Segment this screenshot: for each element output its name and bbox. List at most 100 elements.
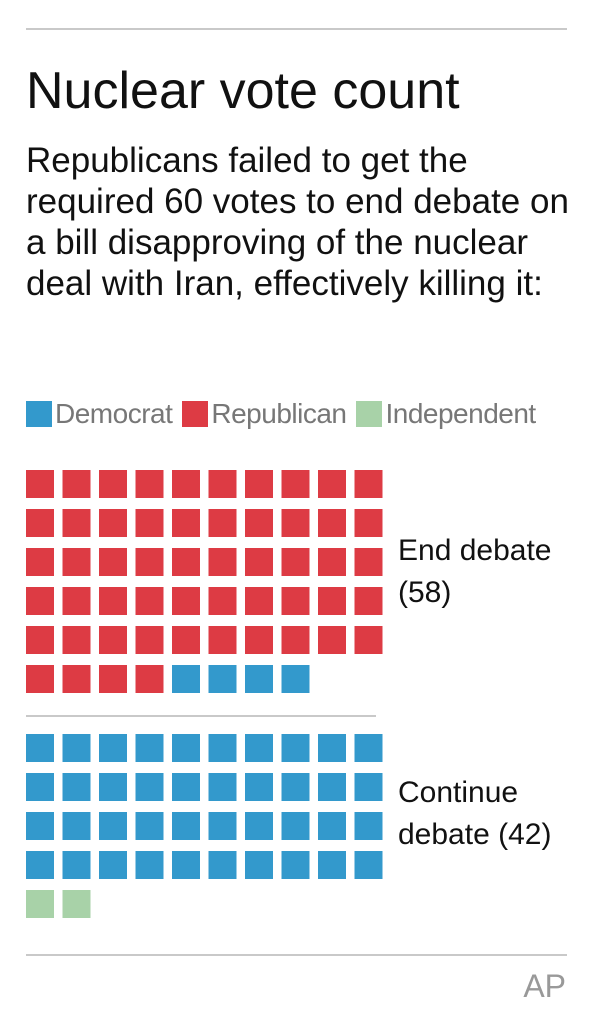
vote-square-republican <box>135 470 164 498</box>
vote-square-republican <box>281 470 310 498</box>
vote-square-democrat <box>99 851 127 879</box>
vote-square-republican <box>208 626 237 654</box>
vote-square-republican <box>172 626 200 654</box>
vote-square-democrat <box>172 812 200 840</box>
group-label-end-debate-line2: (58) <box>398 576 452 609</box>
vote-square-republican <box>208 470 237 498</box>
vote-square-republican <box>99 665 127 693</box>
group-label-end-debate: End debate (58) <box>398 530 578 614</box>
vote-square-republican <box>245 626 273 654</box>
vote-square-republican <box>318 548 346 576</box>
vote-square-republican <box>281 509 310 537</box>
vote-square-republican <box>26 626 54 654</box>
vote-square-democrat <box>208 851 237 879</box>
legend-label-independent: Independent <box>385 398 536 429</box>
vote-square-democrat <box>208 773 237 801</box>
vote-square-republican <box>62 548 91 576</box>
vote-square-democrat <box>62 734 91 762</box>
vote-square-democrat <box>354 734 383 762</box>
vote-square-democrat <box>99 734 127 762</box>
vote-square-democrat <box>281 773 310 801</box>
vote-square-republican <box>26 548 54 576</box>
vote-square-democrat <box>99 812 127 840</box>
vote-square-democrat <box>99 773 127 801</box>
vote-square-democrat <box>318 773 346 801</box>
vote-square-republican <box>62 509 91 537</box>
vote-square-democrat <box>354 812 383 840</box>
legend-label-democrat: Democrat <box>55 398 173 429</box>
vote-square-democrat <box>172 851 200 879</box>
vote-square-democrat <box>62 773 91 801</box>
vote-square-republican <box>318 509 346 537</box>
vote-square-independent <box>62 890 91 918</box>
vote-square-democrat <box>318 851 346 879</box>
vote-square-republican <box>354 548 383 576</box>
vote-square-democrat <box>26 734 54 762</box>
legend-item-democrat: Democrat <box>26 398 173 430</box>
vote-square-republican <box>26 509 54 537</box>
vote-square-republican <box>318 626 346 654</box>
vote-square-democrat <box>245 812 273 840</box>
chart-subtitle: Republicans failed to get the required 6… <box>26 141 569 303</box>
vote-square-democrat <box>135 851 164 879</box>
vote-square-democrat <box>245 773 273 801</box>
vote-square-democrat <box>281 734 310 762</box>
vote-square-democrat <box>281 812 310 840</box>
vote-square-republican <box>99 626 127 654</box>
vote-square-republican <box>135 587 164 615</box>
vote-square-republican <box>354 587 383 615</box>
vote-square-democrat <box>172 734 200 762</box>
legend-item-independent: Independent <box>356 398 536 430</box>
legend-swatch-democrat <box>26 401 52 427</box>
group-label-continue-debate-line1: Continue <box>398 776 519 809</box>
vote-square-republican <box>135 626 164 654</box>
vote-square-republican <box>135 548 164 576</box>
vote-square-republican <box>245 509 273 537</box>
vote-square-democrat <box>354 773 383 801</box>
vote-square-republican <box>135 509 164 537</box>
vote-square-republican <box>99 509 127 537</box>
legend-swatch-republican <box>182 401 209 427</box>
group-label-end-debate-line1: End debate <box>398 534 552 567</box>
vote-square-democrat <box>281 665 310 693</box>
vote-square-republican <box>245 470 273 498</box>
vote-square-democrat <box>172 665 200 693</box>
vote-square-republican <box>99 470 127 498</box>
vote-square-republican <box>62 587 91 615</box>
vote-square-republican <box>99 548 127 576</box>
vote-square-republican <box>354 509 383 537</box>
vote-square-republican <box>135 665 164 693</box>
vote-square-republican <box>245 548 273 576</box>
vote-square-republican <box>26 587 54 615</box>
vote-square-republican <box>99 587 127 615</box>
vote-square-democrat <box>281 851 310 879</box>
chart-title: Nuclear vote count <box>26 62 460 120</box>
vote-square-democrat <box>245 665 273 693</box>
vote-square-republican <box>318 587 346 615</box>
legend-label-republican: Republican <box>211 398 347 429</box>
vote-square-republican <box>208 548 237 576</box>
vote-square-democrat <box>354 851 383 879</box>
vote-square-republican <box>354 470 383 498</box>
vote-square-democrat <box>318 812 346 840</box>
vote-square-republican <box>281 548 310 576</box>
vote-square-democrat <box>26 851 54 879</box>
vote-square-democrat <box>318 734 346 762</box>
bottom-rule <box>26 954 567 956</box>
legend-swatch-independent <box>356 401 383 427</box>
vote-square-democrat <box>172 773 200 801</box>
group-label-continue-debate: Continue debate (42) <box>398 772 578 856</box>
vote-square-republican <box>281 626 310 654</box>
vote-square-republican <box>354 626 383 654</box>
credit-ap: AP <box>523 968 566 1004</box>
vote-square-republican <box>26 665 54 693</box>
vote-square-democrat <box>208 734 237 762</box>
vote-square-republican <box>281 587 310 615</box>
vote-square-democrat <box>245 851 273 879</box>
vote-square-republican <box>62 665 91 693</box>
vote-square-independent <box>26 890 54 918</box>
vote-square-democrat <box>135 773 164 801</box>
vote-square-democrat <box>62 812 91 840</box>
vote-square-republican <box>26 470 54 498</box>
